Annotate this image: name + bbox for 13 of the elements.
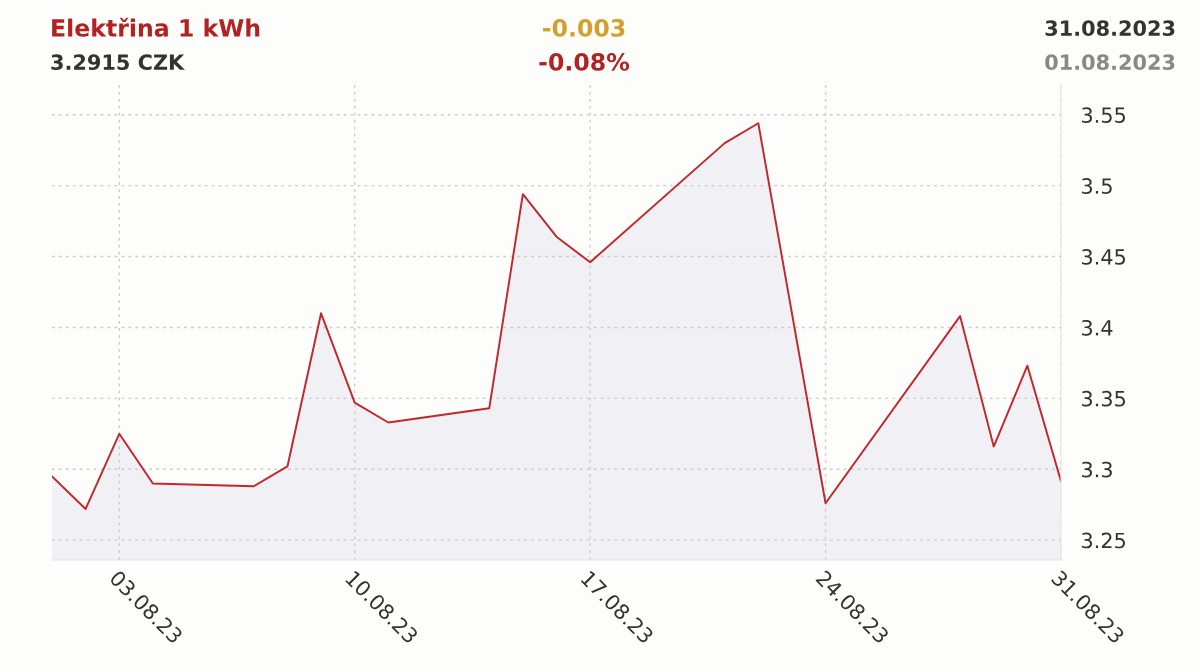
chart-title: Elektřina 1 kWh (52, 17, 260, 37)
y-tick-label: 3.45 (1082, 249, 1126, 265)
chart-subtitle: 3.2915 CZK (51, 54, 185, 71)
y-tick-label: 3.35 (1082, 390, 1126, 407)
text: 01.08.2023 (1045, 54, 1175, 71)
text: 31.08.2023 (1045, 20, 1175, 37)
y-tick-label: 3.3 (1082, 461, 1112, 478)
text: -0.08% (539, 52, 630, 71)
text: -0.003 (543, 18, 625, 37)
y-tick-label: 3.4 (1082, 319, 1113, 336)
y-tick-label: 3.25 (1082, 532, 1126, 549)
y-tick-label: 3.55 (1082, 107, 1126, 123)
y-tick-label: 3.5 (1082, 178, 1112, 194)
